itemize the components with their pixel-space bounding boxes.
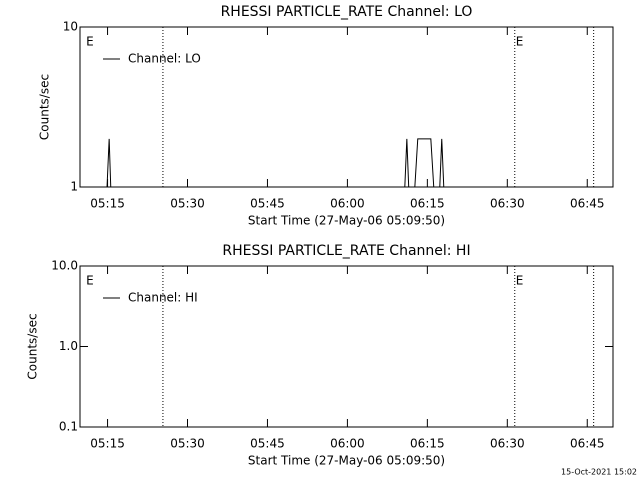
y-axis-label: Counts/sec: [38, 74, 52, 140]
annotation: E: [516, 35, 524, 49]
series-line: [80, 138, 613, 188]
annotation: E: [516, 274, 524, 288]
x-axis-label: Start Time (27-May-06 05:09:50): [248, 454, 445, 468]
annotation: E: [86, 35, 94, 49]
chart-title: RHESSI PARTICLE_RATE Channel: HI: [222, 243, 470, 259]
x-tick-label: 06:30: [490, 437, 525, 451]
chart-title: RHESSI PARTICLE_RATE Channel: LO: [221, 4, 473, 20]
x-tick-label: 06:00: [330, 197, 365, 211]
x-tick-label: 06:45: [570, 197, 605, 211]
x-tick-label: 05:30: [170, 437, 205, 451]
legend-label: Channel: LO: [128, 52, 201, 66]
y-tick-label: 10: [63, 20, 78, 34]
x-tick-label: 06:15: [410, 437, 445, 451]
legend-label: Channel: HI: [128, 291, 198, 305]
y-axis-label: Counts/sec: [26, 313, 40, 379]
y-tick-label: 1: [70, 180, 78, 194]
x-tick-label: 06:00: [330, 437, 365, 451]
x-tick-label: 05:15: [90, 437, 125, 451]
x-axis-label: Start Time (27-May-06 05:09:50): [248, 214, 445, 228]
x-tick-label: 06:45: [570, 437, 605, 451]
x-tick-label: 05:30: [170, 197, 205, 211]
annotation: E: [86, 274, 94, 288]
timestamp: 15-Oct-2021 15:02: [561, 468, 637, 477]
x-tick-label: 06:15: [410, 197, 445, 211]
x-tick-label: 05:45: [250, 437, 285, 451]
y-tick-label: 1.0: [59, 339, 78, 353]
x-tick-label: 05:45: [250, 197, 285, 211]
y-tick-label: 0.1: [59, 420, 78, 434]
y-tick-label: 10.0: [51, 259, 78, 273]
x-tick-label: 05:15: [90, 197, 125, 211]
x-tick-label: 06:30: [490, 197, 525, 211]
